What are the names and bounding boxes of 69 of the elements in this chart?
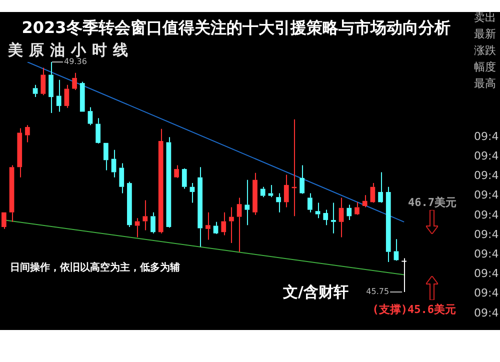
text: 幅度: [474, 60, 496, 74]
candlestick: [354, 202, 360, 214]
candlestick: [56, 79, 62, 112]
candlestick: [9, 164, 14, 222]
candlestick: [182, 169, 187, 190]
candlestick: [190, 182, 195, 204]
candlestick: [166, 136, 172, 228]
text: (支撑)45.6美元: [372, 302, 456, 316]
candlestick: [402, 258, 407, 292]
candlestick: [32, 84, 38, 98]
candlestick: [221, 212, 226, 236]
text: 最新: [474, 27, 496, 40]
candlestick: [338, 197, 344, 238]
candlestick: [331, 202, 336, 234]
candlestick: [284, 174, 289, 208]
candlestick: [198, 166, 203, 248]
candlestick: [370, 182, 376, 202]
text: 卖出: [474, 10, 496, 24]
candlestick: [1, 212, 6, 230]
text: 09:4: [474, 208, 499, 222]
text: 09:4: [474, 286, 499, 300]
candlestick: [64, 84, 70, 108]
text: 09:4: [474, 247, 499, 260]
candlestick: [111, 149, 116, 178]
candlestick: [394, 238, 399, 260]
candlestick: [386, 186, 391, 263]
candlestick: [252, 172, 258, 216]
annotation: 49.36: [64, 57, 87, 66]
candlestick: [268, 184, 274, 198]
text: 09:4: [474, 306, 499, 320]
text: 09:4: [474, 188, 499, 202]
candlestick: [40, 67, 46, 96]
candlestick: [205, 212, 210, 240]
candlestick: [315, 202, 320, 219]
candlestick: [276, 192, 281, 213]
candlestick: [17, 128, 22, 178]
candlestick: [88, 106, 93, 126]
text: 09:4: [474, 169, 499, 182]
annotation: 文/含财轩: [282, 282, 348, 301]
candlestick: [236, 197, 242, 252]
text: 09:4: [474, 130, 499, 143]
chart-subtitle: 美原油小时线: [7, 40, 128, 59]
candlestick: [150, 212, 156, 234]
text: 最高: [474, 76, 496, 90]
text: 涨跌: [474, 44, 496, 57]
candlestick: [323, 209, 328, 226]
candlestick: [174, 164, 179, 178]
candlestick: [346, 204, 352, 221]
annotation: 日间操作，依旧以高空为主，低多为辅: [10, 262, 180, 274]
annotation: 45.75: [366, 287, 390, 296]
text: 09:4: [474, 149, 499, 162]
candlestick: [142, 200, 148, 231]
candlestick: [229, 206, 234, 244]
text: 09:4: [474, 228, 499, 241]
candlestick: [127, 181, 132, 228]
candlestick: [300, 164, 305, 194]
annotation: 46.7美元: [408, 196, 456, 209]
text: 09:4: [474, 267, 499, 280]
candlestick: [72, 72, 77, 91]
candlestick: [260, 186, 266, 198]
candlestick: [244, 179, 250, 226]
candlestick: [158, 128, 164, 234]
candlestick: [307, 192, 312, 213]
chart-title: 2023冬季转会窗口值得关注的十大引援策略与市场动向分析: [22, 18, 450, 38]
candlestick: [378, 172, 383, 202]
candlestick: [48, 62, 54, 114]
candlestick: [362, 194, 368, 208]
candlestick: [25, 124, 30, 143]
candlestick: [119, 162, 124, 194]
